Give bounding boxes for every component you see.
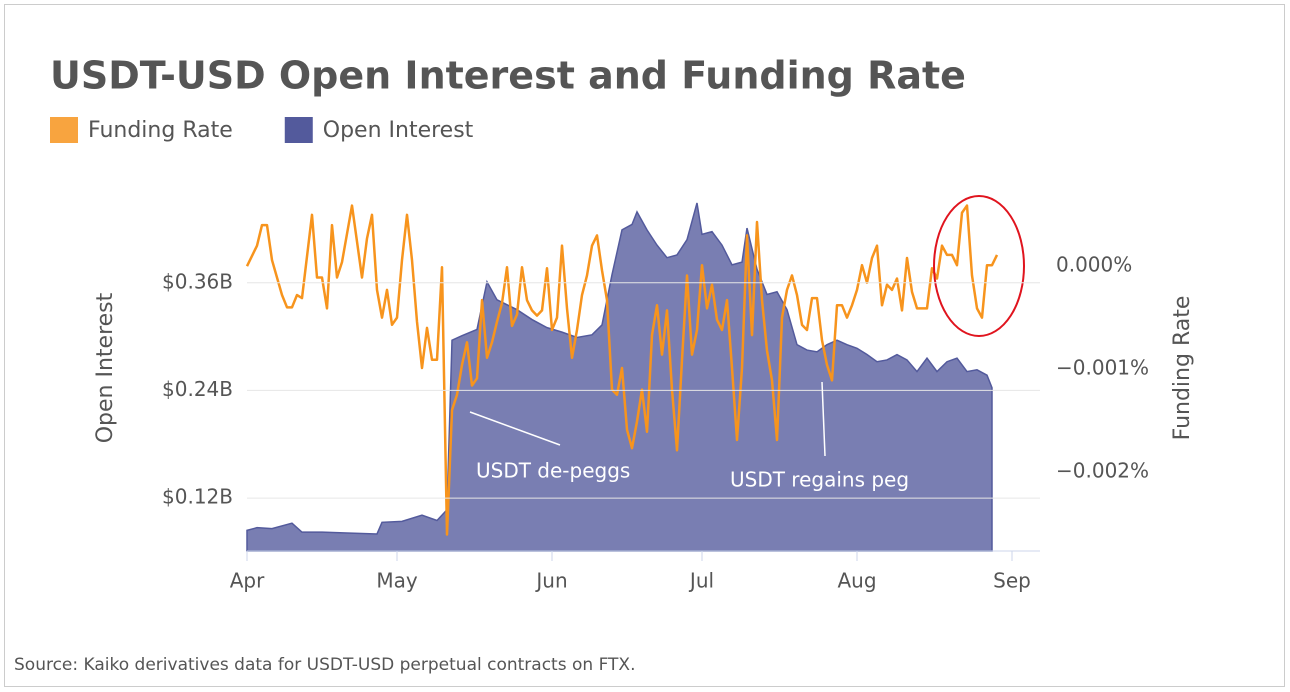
x-tick-label: Jul (688, 569, 714, 593)
x-tick-label: Jun (534, 569, 567, 593)
x-tick-label: May (376, 569, 418, 593)
annotation-pointer (469, 411, 561, 446)
x-tick-label: Aug (837, 569, 876, 593)
source-note: Source: Kaiko derivatives data for USDT-… (14, 655, 635, 675)
x-tick-label: Sep (993, 569, 1031, 593)
legend-swatch (284, 117, 313, 143)
funding-rate-line (245, 204, 999, 536)
y2-tick-label: −0.002% (1056, 458, 1149, 482)
y-tick-label: $0.24B (162, 377, 233, 401)
y-tick-label: $0.12B (162, 485, 233, 509)
y2-tick-label: −0.001% (1056, 356, 1149, 380)
y-axis-title: Open Interest (93, 292, 118, 443)
legend-swatch (50, 117, 78, 143)
annotation: USDT de-peggs (476, 459, 630, 483)
y2-tick-label: 0.000% (1056, 253, 1132, 277)
chart-title: USDT-USD Open Interest and Funding Rate (50, 54, 966, 98)
y2-axis-title: Funding Rate (1170, 296, 1195, 441)
legend-label: Open Interest (323, 118, 474, 143)
annotation: USDT regains peg (730, 468, 909, 492)
x-tick-label: Apr (230, 569, 265, 593)
annotation-pointer (821, 381, 826, 457)
highlight-ellipse (933, 195, 1025, 337)
y-tick-label: $0.36B (162, 269, 233, 293)
legend-label: Funding Rate (88, 118, 233, 143)
